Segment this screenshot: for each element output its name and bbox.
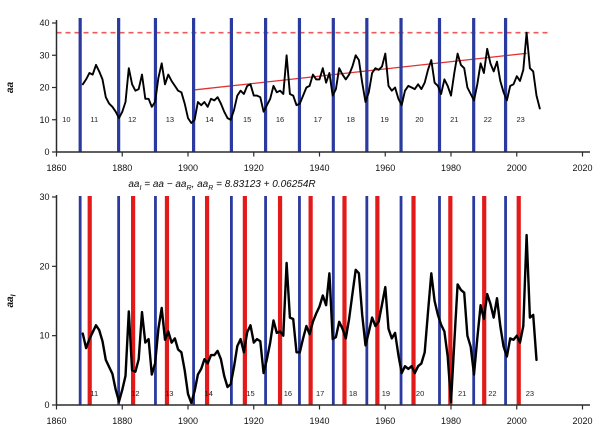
formula-text: = aa − aa bbox=[141, 179, 187, 190]
y-tick-label: 40 bbox=[39, 18, 49, 28]
x-tick-label: 1900 bbox=[178, 416, 198, 426]
cycle-number-label: 17 bbox=[314, 115, 322, 124]
x-tick-label: 1920 bbox=[244, 416, 264, 426]
y-tick-label: 0 bbox=[44, 147, 49, 157]
cycle-number-label: 12 bbox=[128, 115, 136, 124]
y-tick-label: 30 bbox=[39, 50, 49, 60]
cycle-number-label: 16 bbox=[276, 115, 284, 124]
cycle-number-label: 20 bbox=[415, 115, 423, 124]
y-tick-label: 0 bbox=[44, 400, 49, 410]
cycle-number-label: 12 bbox=[131, 389, 139, 398]
x-tick-label: 1960 bbox=[375, 416, 395, 426]
y-tick-label: 10 bbox=[39, 331, 49, 341]
cycle-number-label: 18 bbox=[349, 389, 357, 398]
cycle-number-label: 20 bbox=[416, 389, 424, 398]
cycle-number-label: 15 bbox=[243, 115, 251, 124]
cycle-number-label: 23 bbox=[517, 115, 525, 124]
x-tick-label: 1960 bbox=[375, 163, 395, 173]
x-tick-label: 1860 bbox=[46, 416, 66, 426]
formula-subscript: R bbox=[186, 185, 192, 192]
cycle-number-label: 11 bbox=[90, 389, 98, 398]
formula-text: , aa bbox=[191, 179, 209, 190]
formula-subscript: R bbox=[208, 185, 214, 192]
x-tick-label: 1980 bbox=[441, 416, 461, 426]
cycle-number-label: 17 bbox=[316, 389, 324, 398]
x-tick-label: 1940 bbox=[309, 416, 329, 426]
y-tick-label: 30 bbox=[39, 192, 49, 202]
cycle-number-label: 14 bbox=[205, 389, 213, 398]
x-tick-label: 1880 bbox=[112, 416, 132, 426]
formula-text: aa bbox=[128, 179, 140, 190]
aa-series-line bbox=[81, 31, 541, 124]
cycle-number-label: 19 bbox=[380, 115, 388, 124]
x-tick-label: 2000 bbox=[507, 416, 527, 426]
x-tick-label: 1860 bbox=[46, 163, 66, 173]
cycle-number-label: 21 bbox=[450, 115, 458, 124]
cycle-number-label: 11 bbox=[90, 115, 98, 124]
cycle-number-label: 10 bbox=[62, 115, 70, 124]
cycle-number-label: 22 bbox=[488, 389, 496, 398]
cycle-number-label: 18 bbox=[347, 115, 355, 124]
y-tick-label: 10 bbox=[39, 115, 49, 125]
cycle-number-label: 21 bbox=[458, 389, 466, 398]
x-tick-label: 1980 bbox=[441, 163, 461, 173]
x-tick-label: 2020 bbox=[572, 416, 592, 426]
x-tick-label: 1880 bbox=[112, 163, 132, 173]
y-axis-title: aaI bbox=[5, 293, 18, 307]
cycle-number-label: 14 bbox=[205, 115, 213, 124]
cycle-number-label: 13 bbox=[166, 115, 174, 124]
aaI-series-line bbox=[81, 233, 538, 405]
formula-subscript: I bbox=[139, 185, 142, 192]
cycle-number-label: 19 bbox=[382, 389, 390, 398]
formula-text: = 8.83123 + 0.06254R bbox=[213, 179, 316, 190]
formula-title: aaI = aa − aaR, aaR = 8.83123 + 0.06254R bbox=[56, 179, 388, 192]
y-tick-label: 20 bbox=[39, 261, 49, 271]
x-tick-label: 1940 bbox=[309, 163, 329, 173]
cycle-number-label: 22 bbox=[484, 115, 492, 124]
x-tick-label: 2020 bbox=[572, 163, 592, 173]
x-tick-label: 1920 bbox=[244, 163, 264, 173]
cycle-number-label: 23 bbox=[526, 389, 534, 398]
x-tick-label: 1900 bbox=[178, 163, 198, 173]
y-axis-title: aa bbox=[5, 82, 16, 94]
y-tick-label: 20 bbox=[39, 83, 49, 93]
cycle-number-label: 16 bbox=[284, 389, 292, 398]
x-tick-label: 2000 bbox=[507, 163, 527, 173]
cycle-number-label: 13 bbox=[165, 389, 173, 398]
cycle-number-label: 15 bbox=[246, 389, 254, 398]
